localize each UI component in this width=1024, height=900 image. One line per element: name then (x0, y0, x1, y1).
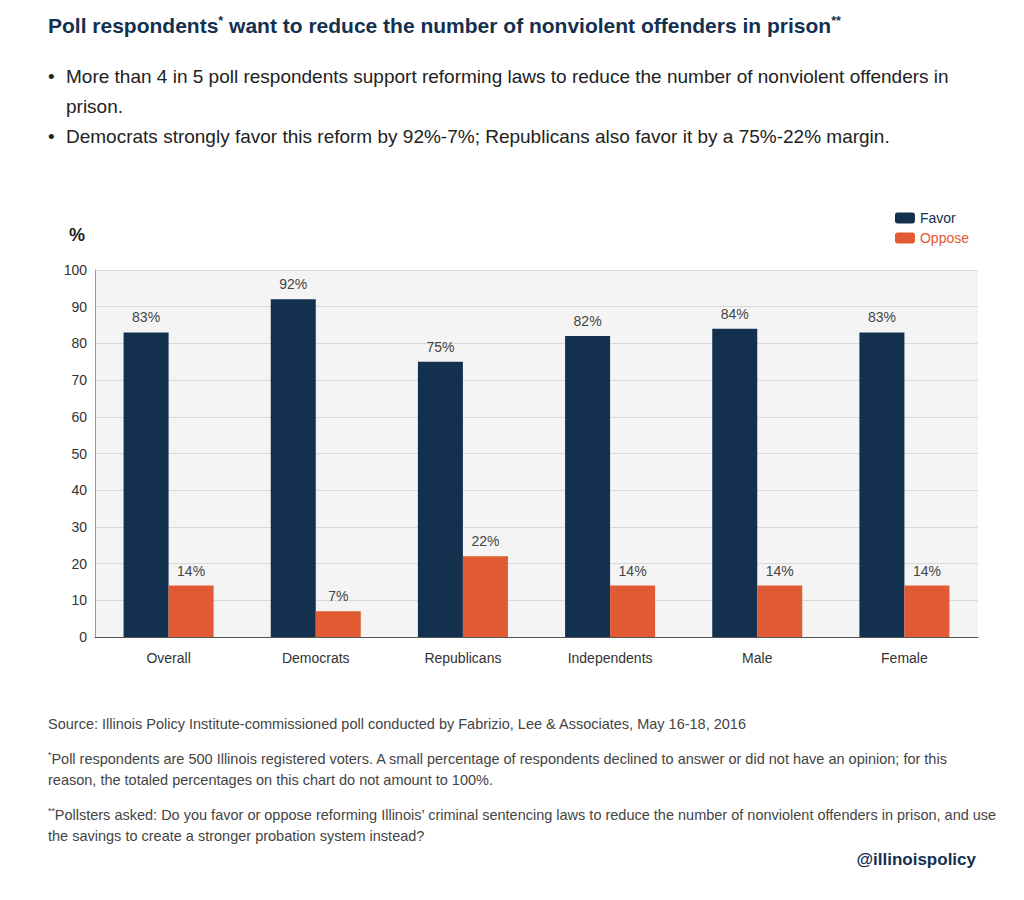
svg-text:Democrats: Democrats (282, 650, 350, 666)
svg-text:83%: 83% (132, 309, 160, 325)
svg-text:20: 20 (71, 556, 87, 572)
svg-text:92%: 92% (279, 276, 307, 292)
svg-text:40: 40 (71, 482, 87, 498)
svg-text:30: 30 (71, 519, 87, 535)
svg-text:Overall: Overall (146, 650, 190, 666)
svg-text:80: 80 (71, 335, 87, 351)
svg-text:14%: 14% (766, 563, 794, 579)
svg-text:14%: 14% (619, 563, 647, 579)
svg-text:0: 0 (79, 629, 87, 645)
svg-text:10: 10 (71, 592, 87, 608)
html-text:More than 4 in 5 poll responde: More than 4 in 5 poll respondents suppor… (66, 66, 949, 117)
svg-text:82%: 82% (574, 313, 602, 329)
svg-text:Male: Male (742, 650, 773, 666)
svg-text:14%: 14% (177, 563, 205, 579)
svg-text:84%: 84% (721, 306, 749, 322)
html-text:*Poll respondents are 500 Illi: *Poll respondents are 500 Illinois regis… (48, 750, 947, 788)
svg-text:Favor: Favor (920, 210, 956, 226)
svg-text:%: % (69, 225, 85, 245)
html-text:**Pollsters asked: Do you favo: **Pollsters asked: Do you favor or oppos… (48, 805, 997, 844)
svg-text:14%: 14% (913, 563, 941, 579)
svg-text:Female: Female (881, 650, 928, 666)
html-text:@illinoispolicy: @illinoispolicy (856, 850, 976, 869)
html-text:Democrats strongly favor this: Democrats strongly favor this reform by … (66, 126, 890, 147)
svg-text:Oppose: Oppose (920, 230, 969, 246)
html-text:Poll respondents*want to reduc: Poll respondents*want to reduce the numb… (48, 14, 841, 37)
svg-text:83%: 83% (868, 309, 896, 325)
svg-text:50: 50 (71, 446, 87, 462)
html-text:Source: Illinois Policy Instit: Source: Illinois Policy Institute-commis… (48, 716, 746, 732)
svg-text:90: 90 (71, 299, 87, 315)
svg-text:75%: 75% (426, 339, 454, 355)
svg-text:22%: 22% (471, 533, 499, 549)
svg-text:100: 100 (64, 262, 88, 278)
svg-text:7%: 7% (328, 588, 348, 604)
svg-text:70: 70 (71, 372, 87, 388)
svg-text:Independents: Independents (568, 650, 653, 666)
svg-text:Republicans: Republicans (424, 650, 501, 666)
svg-text:60: 60 (71, 409, 87, 425)
